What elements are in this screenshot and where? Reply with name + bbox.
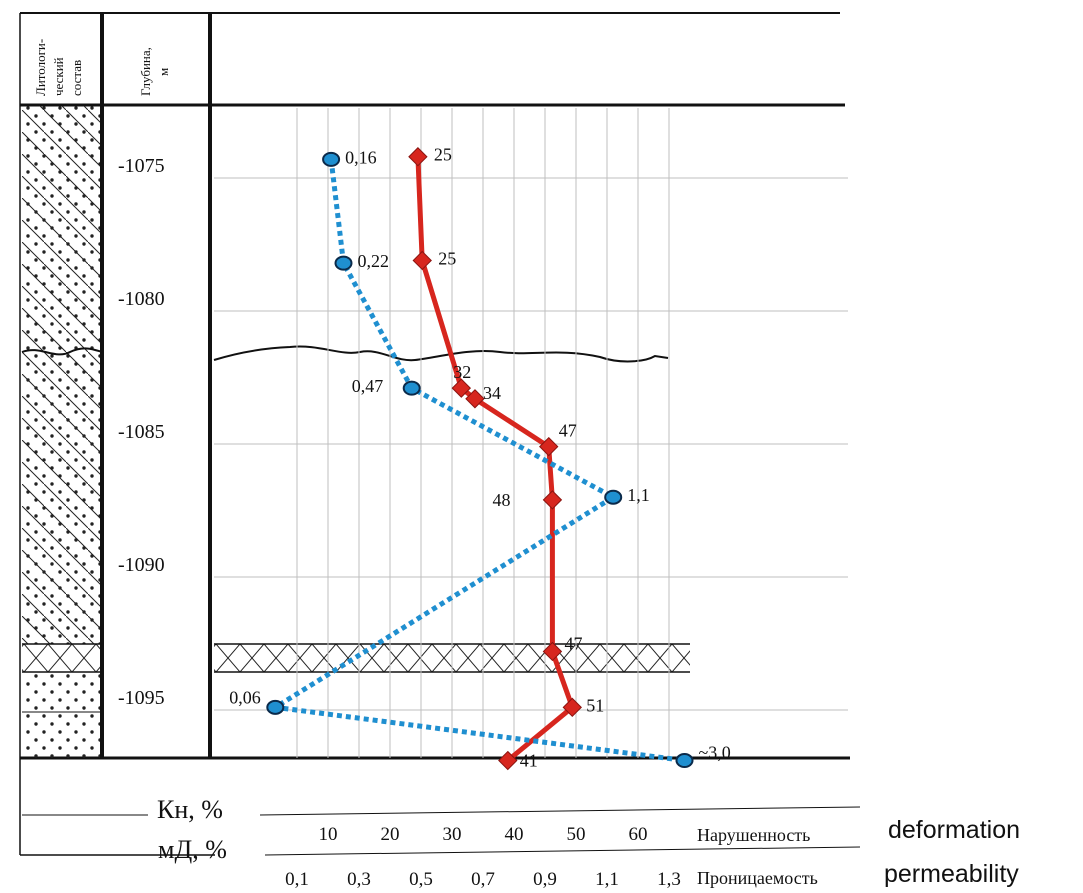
permeability-point-marker bbox=[402, 380, 421, 396]
permeability-label-ru: Проницаемость bbox=[697, 868, 818, 888]
permeability-ticks: 0,1 0,3 0,5 0,7 0,9 1,1 1,3 bbox=[285, 869, 681, 890]
deformation-data-label: 34 bbox=[483, 383, 501, 403]
permeability-data-label: 0,16 bbox=[345, 147, 377, 167]
header-lithology: Литологи- ческий состав bbox=[33, 36, 84, 96]
deformation-label-en: deformation bbox=[888, 816, 1020, 844]
depth-tick-label: -1095 bbox=[118, 687, 165, 709]
deformation-point-marker bbox=[408, 147, 428, 167]
depth-tick-label: -1090 bbox=[118, 554, 165, 576]
deformation-point-marker bbox=[412, 250, 432, 271]
permeability-point-marker bbox=[266, 699, 285, 715]
permeability-point-marker bbox=[604, 489, 623, 505]
permeability-tick-label: 0,7 bbox=[471, 869, 495, 890]
permeability-series-line bbox=[268, 159, 685, 763]
table-frame bbox=[19, 12, 850, 855]
deformation-data-label: 25 bbox=[438, 248, 456, 268]
md-axis-label: мД, % bbox=[158, 835, 227, 864]
deformation-point-marker bbox=[465, 389, 485, 409]
deformation-point-marker bbox=[562, 697, 582, 718]
permeability-data-label: ~3,0 bbox=[699, 743, 731, 763]
kn-axis-label: Кн, % bbox=[157, 795, 223, 824]
permeability-point-marker bbox=[322, 151, 341, 167]
permeability-data-label: 0,47 bbox=[352, 376, 384, 396]
depth-scale: -1075 -1080 -1085 -1090 -1095 bbox=[118, 155, 165, 709]
permeability-tick-label: 0,9 bbox=[533, 869, 557, 890]
permeability-label-en: permeability bbox=[884, 860, 1019, 888]
deformation-point-marker bbox=[498, 750, 518, 771]
deformation-data-label: 32 bbox=[453, 362, 471, 382]
deformation-point-marker bbox=[542, 641, 563, 662]
deformation-data-label: 51 bbox=[586, 695, 604, 715]
deformation-tick-label: 40 bbox=[505, 824, 524, 845]
deformation-tick-label: 20 bbox=[381, 824, 400, 845]
deformation-tick-label: 60 bbox=[629, 824, 648, 845]
deformation-data-label: 47 bbox=[559, 421, 577, 441]
depth-tick-label: -1085 bbox=[118, 421, 165, 443]
deformation-tick-label: 10 bbox=[319, 824, 338, 845]
deformation-point-marker bbox=[542, 490, 563, 510]
bottom-axis: Кн, % мД, % 10 20 30 40 50 60 0,1 0,3 0,5 0,7 0,9… bbox=[20, 795, 1020, 890]
permeability-tick-label: 0,5 bbox=[409, 869, 433, 890]
permeability-tick-label: 1,3 bbox=[657, 869, 681, 890]
lithology-column bbox=[21, 106, 103, 758]
deformation-data-label: 48 bbox=[492, 490, 510, 510]
permeability-point-marker bbox=[334, 255, 353, 271]
deformation-label-ru: Нарушенность bbox=[697, 825, 810, 845]
series-layer: 25 25 32 34 47 48 47 51 41 0,16 0,22 0,47 1,1 0,06 ~3,… bbox=[229, 145, 730, 771]
deformation-ticks: 10 20 30 40 50 60 bbox=[319, 824, 648, 845]
permeability-point-marker bbox=[675, 753, 694, 769]
permeability-tick-label: 1,1 bbox=[595, 869, 619, 890]
deformation-data-label: 41 bbox=[520, 751, 538, 771]
permeability-data-label: 1,1 bbox=[627, 485, 650, 505]
permeability-tick-label: 0,3 bbox=[347, 869, 371, 890]
deformation-tick-label: 30 bbox=[443, 824, 462, 845]
header-depth: Глубина, м bbox=[138, 44, 171, 96]
depth-tick-label: -1075 bbox=[118, 155, 165, 177]
permeability-data-label: 0,22 bbox=[358, 251, 390, 271]
permeability-tick-label: 0,1 bbox=[285, 869, 309, 890]
deformation-data-label: 25 bbox=[434, 145, 452, 165]
permeability-data-label: 0,06 bbox=[229, 687, 260, 707]
deformation-data-label: 47 bbox=[564, 633, 582, 653]
deformation-point-marker bbox=[451, 378, 472, 398]
unconformity-line bbox=[213, 345, 669, 363]
depth-tick-label: -1080 bbox=[118, 288, 165, 310]
deformation-point-marker bbox=[539, 436, 559, 457]
deformation-tick-label: 50 bbox=[567, 824, 586, 845]
